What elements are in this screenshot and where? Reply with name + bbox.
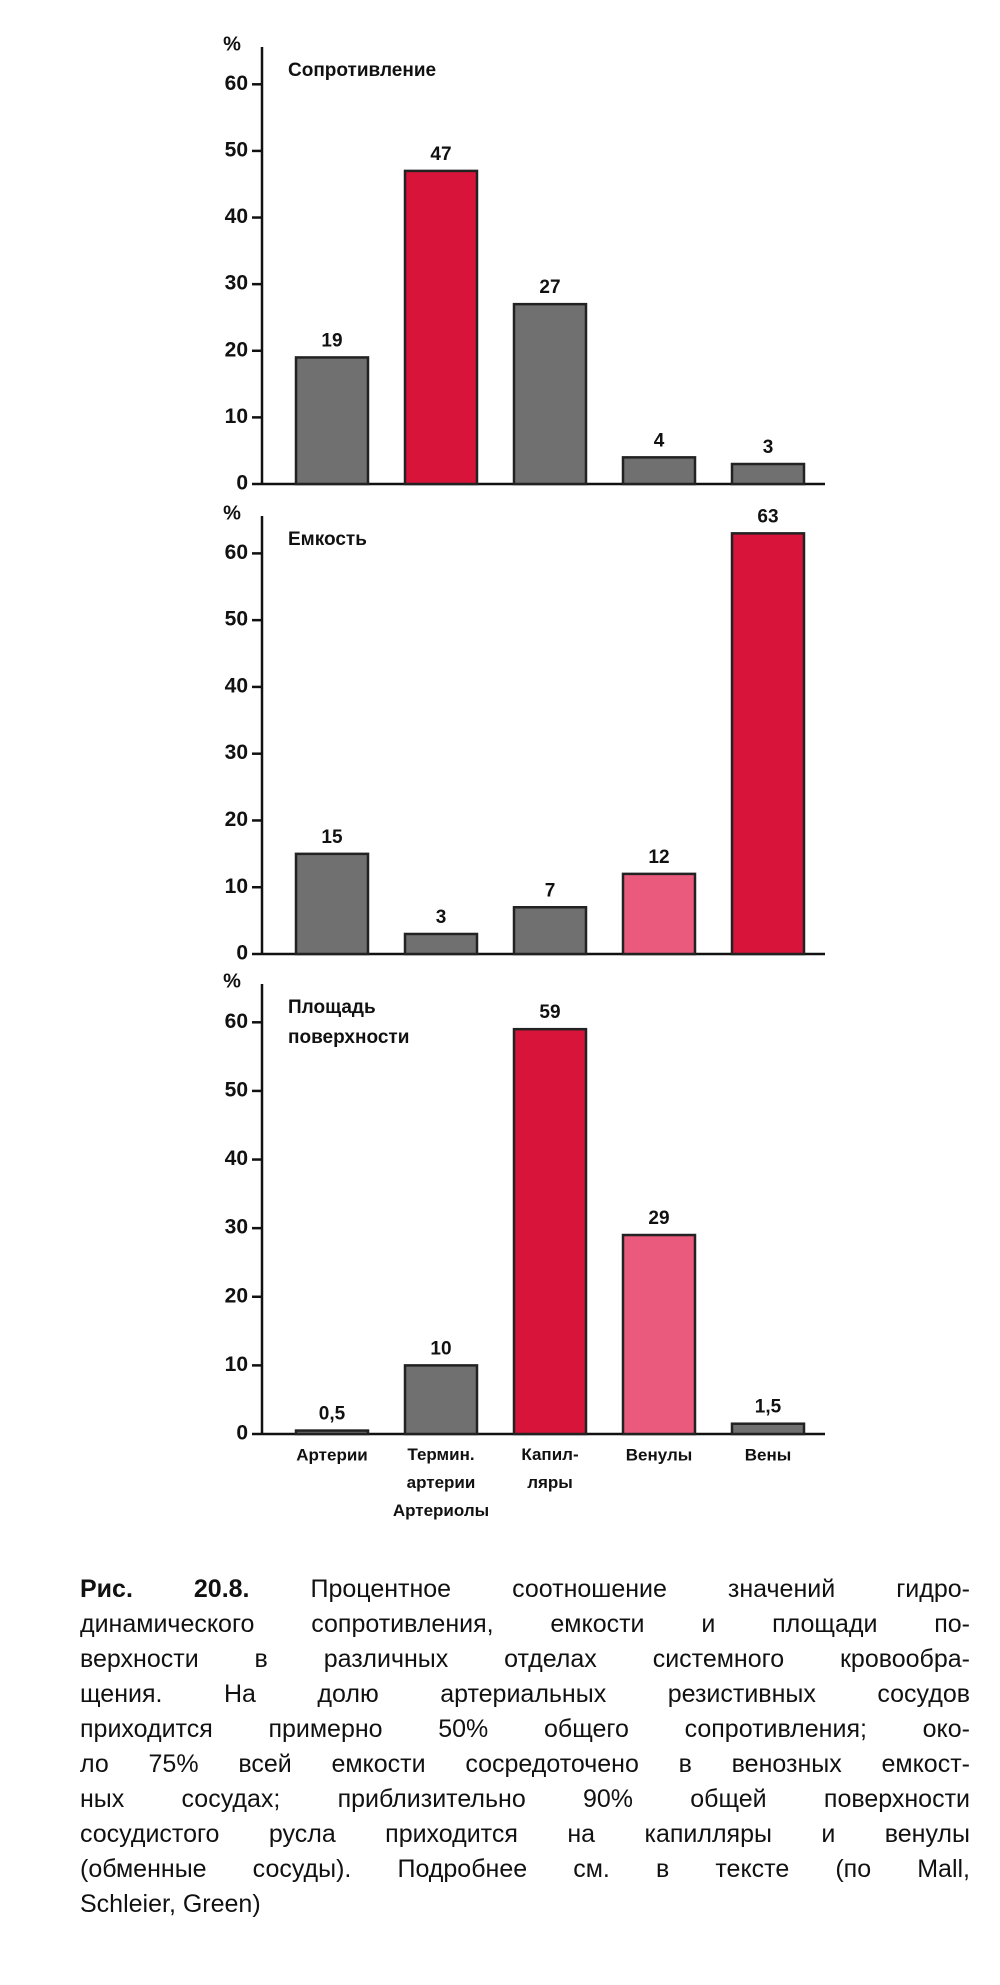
bar <box>512 1027 588 1436</box>
caption-line: щения. На долю артериальных резистивных … <box>80 1677 970 1712</box>
y-axis-label: % <box>223 502 241 524</box>
y-tick-label: 40 <box>225 674 248 697</box>
caption-line: верхности в различных отделах системного… <box>80 1642 970 1677</box>
y-tick-label: 10 <box>225 405 248 428</box>
bar <box>294 1429 370 1436</box>
bar <box>403 169 479 486</box>
bar <box>621 872 697 956</box>
caption-text: Процентное соотношение значений гидро- <box>310 1575 971 1603</box>
y-tick-label: 20 <box>225 1284 248 1307</box>
bar <box>512 302 588 486</box>
value-label: 0,5 <box>319 1404 346 1425</box>
y-tick-label: 60 <box>225 72 248 95</box>
bar <box>512 906 588 956</box>
caption-text: приходится примерно 50% общего сопротивл… <box>80 1715 970 1743</box>
bar <box>730 532 806 956</box>
y-tick-label: 0 <box>236 472 248 495</box>
x-tick-label: Капил-ляры <box>521 1445 578 1492</box>
caption-line: динамического сопротивления, емкости и п… <box>80 1607 970 1642</box>
value-label: 10 <box>430 1338 451 1359</box>
value-label: 59 <box>539 1002 560 1023</box>
caption-line: Рис. 20.8. Процентное соотношение значен… <box>80 1572 970 1607</box>
caption: Рис. 20.8. Процентное соотношение значен… <box>80 1572 970 1922</box>
caption-text: щения. На долю артериальных резистивных … <box>80 1680 970 1708</box>
y-tick-label: 10 <box>225 875 248 898</box>
bar <box>294 356 370 486</box>
y-tick-label: 40 <box>225 1147 248 1170</box>
bar <box>294 852 370 956</box>
x-tick-label: Венулы <box>626 1445 693 1464</box>
y-axis-label: % <box>223 33 241 55</box>
y-tick-label: 50 <box>225 138 248 161</box>
y-tick-label: 30 <box>225 741 248 764</box>
chart-title: Сопротивление <box>288 60 436 81</box>
y-tick-label: 20 <box>225 808 248 831</box>
value-label: 19 <box>321 330 342 351</box>
caption-line: приходится примерно 50% общего сопротивл… <box>80 1712 970 1747</box>
value-label: 1,5 <box>755 1397 782 1418</box>
x-tick-label: Вены <box>745 1445 792 1464</box>
y-tick-label: 30 <box>225 1216 248 1239</box>
bar <box>403 1364 479 1436</box>
y-tick-label: 0 <box>236 942 248 965</box>
chart-title: Емкость <box>288 529 367 550</box>
y-tick-label: 50 <box>225 1078 248 1101</box>
caption-text: сосудистого русла приходится на капилляр… <box>80 1820 970 1848</box>
caption-label: Рис. 20.8. <box>80 1575 250 1603</box>
y-tick-label: 10 <box>225 1353 248 1376</box>
value-label: 29 <box>648 1208 669 1229</box>
bar <box>730 462 806 486</box>
caption-line: Schleier, Green) <box>80 1887 970 1922</box>
y-tick-label: 30 <box>225 272 248 295</box>
value-label: 12 <box>648 847 669 868</box>
value-label: 27 <box>539 277 560 298</box>
caption-text: ло 75% всей емкости сосредоточено в вено… <box>80 1750 970 1778</box>
caption-line: сосудистого русла приходится на капилляр… <box>80 1817 970 1852</box>
caption-line: (обменные сосуды). Подробнее см. в текст… <box>80 1852 970 1887</box>
value-label: 47 <box>430 144 451 165</box>
value-label: 7 <box>545 880 556 901</box>
bar <box>621 456 697 486</box>
caption-text: Schleier, Green) <box>80 1890 261 1918</box>
y-tick-label: 0 <box>236 1422 248 1445</box>
value-label: 3 <box>763 437 774 458</box>
caption-text: верхности в различных отделах системного… <box>80 1645 970 1673</box>
caption-text: (обменные сосуды). Подробнее см. в текст… <box>80 1855 970 1883</box>
bar <box>730 1422 806 1436</box>
bar <box>621 1233 697 1436</box>
value-label: 3 <box>436 907 447 928</box>
y-tick-label: 20 <box>225 338 248 361</box>
caption-line: ных сосудах; приблизительно 90% общей по… <box>80 1782 970 1817</box>
chart-title: Площадь поверхности <box>288 997 409 1048</box>
y-tick-label: 40 <box>225 205 248 228</box>
y-tick-label: 60 <box>225 541 248 564</box>
value-label: 63 <box>757 506 778 527</box>
bar <box>403 932 479 956</box>
x-tick-label: Термин. артерии Артериолы <box>393 1445 489 1520</box>
value-label: 15 <box>321 827 343 848</box>
x-tick-label: Артерии <box>296 1445 368 1464</box>
y-axis-label: % <box>223 970 241 992</box>
y-tick-label: 60 <box>225 1010 248 1033</box>
caption-text: динамического сопротивления, емкости и п… <box>80 1610 970 1638</box>
caption-text: ных сосудах; приблизительно 90% общей по… <box>80 1785 970 1813</box>
caption-line: ло 75% всей емкости сосредоточено в вено… <box>80 1747 970 1782</box>
value-label: 4 <box>654 430 665 451</box>
y-tick-label: 50 <box>225 608 248 631</box>
